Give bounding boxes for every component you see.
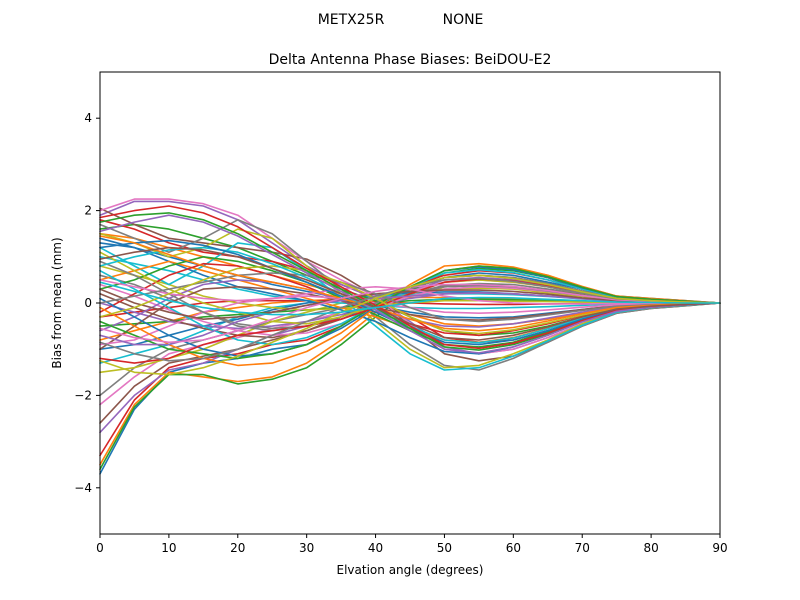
x-axis-label: Elvation angle (degrees): [337, 563, 484, 577]
x-tick-label: 30: [299, 541, 314, 555]
x-tick-label: 50: [437, 541, 452, 555]
series-line-28: [99, 219, 721, 371]
suptitle-right: NONE: [443, 12, 484, 28]
x-tick-label: 80: [643, 541, 658, 555]
series-line-60: [99, 281, 721, 316]
series-line-59: [99, 274, 721, 376]
x-tick-label: 60: [506, 541, 521, 555]
y-tick-label: −4: [74, 481, 92, 495]
y-tick-label: −2: [74, 388, 92, 402]
x-axis: 0 10 20 30 40 50 60 70 80 90: [96, 534, 728, 555]
series-line-48: [99, 272, 721, 323]
series-line-46: [99, 288, 721, 321]
series-line-47: [99, 279, 721, 305]
x-tick-label: 40: [368, 541, 383, 555]
y-axis: −4 −2 0 2 4: [74, 111, 100, 495]
chart-title: Delta Antenna Phase Biases: BeiDOU-E2: [269, 52, 552, 68]
series-line-52: [99, 235, 721, 332]
y-tick-label: 2: [84, 204, 92, 218]
series-line-56: [99, 246, 721, 341]
y-tick-label: 0: [84, 296, 92, 310]
plot-area: [99, 71, 721, 535]
series-layer: [99, 198, 721, 475]
series-line-54: [99, 205, 721, 350]
suptitle-left: METX25R: [318, 12, 385, 28]
x-tick-label: 20: [230, 541, 245, 555]
x-tick-label: 90: [712, 541, 727, 555]
series-line-55: [99, 214, 721, 354]
y-axis-label: Bias from mean (mm): [50, 237, 64, 368]
x-tick-label: 10: [161, 541, 176, 555]
y-tick-label: 4: [84, 111, 92, 125]
x-tick-label: 0: [96, 541, 104, 555]
x-tick-label: 70: [575, 541, 590, 555]
